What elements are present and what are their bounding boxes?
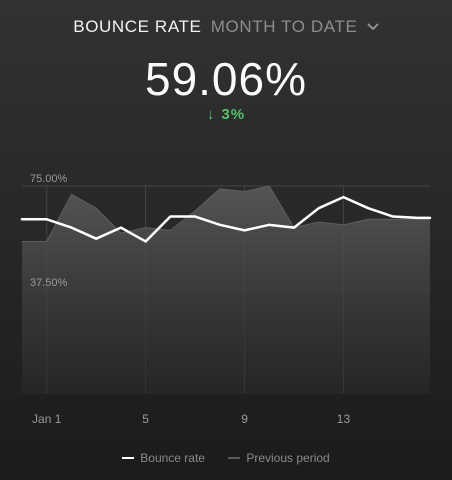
legend-item-previous[interactable]: Previous period (228, 451, 330, 465)
chart-legend: Bounce rate Previous period (0, 448, 452, 465)
delta-value: 3% (221, 106, 246, 123)
metric-value: 59.06% (144, 53, 307, 105)
x-tick-label: Jan 1 (32, 412, 62, 426)
legend-swatch-current (122, 457, 135, 459)
period-dropdown[interactable]: MONTH TO DATE (210, 17, 358, 36)
y-tick-label: 75.00% (30, 173, 68, 185)
y-tick-label: 37.50% (30, 277, 68, 289)
legend-label-previous: Previous period (246, 451, 330, 465)
metric-title: BOUNCE RATE (73, 17, 202, 36)
x-tick-label: 13 (337, 412, 351, 426)
previous-period-area (22, 186, 430, 394)
chevron-down-icon[interactable] (367, 16, 379, 36)
delta-badge: ↓ 3% (0, 106, 452, 123)
previous-period-line (22, 185, 430, 242)
x-tick-label: 9 (241, 412, 248, 426)
legend-label-current: Bounce rate (140, 451, 205, 465)
chart-header: BOUNCE RATE MONTH TO DATE (0, 17, 452, 37)
x-tick-label: 5 (142, 412, 149, 426)
bounce-rate-chart: 75.00% 37.50% Jan 1 5 9 13 (20, 173, 432, 426)
legend-swatch-previous (228, 457, 241, 459)
bounce-rate-line (20, 195, 432, 243)
legend-item-current[interactable]: Bounce rate (122, 451, 205, 465)
arrow-down-icon: ↓ (206, 106, 216, 123)
